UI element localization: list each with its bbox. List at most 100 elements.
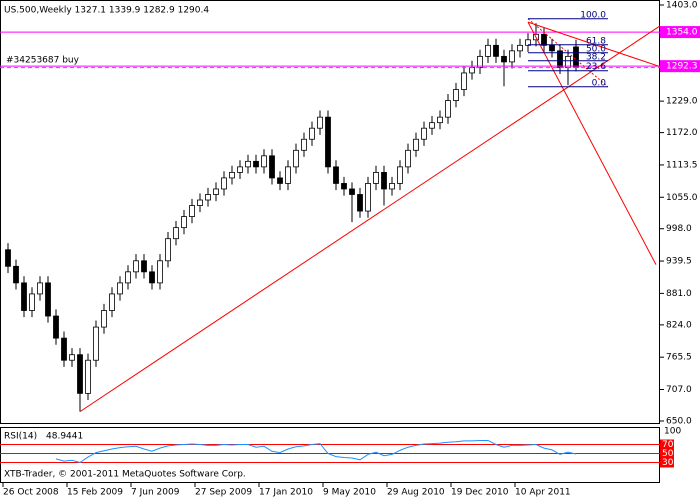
candle-body [5, 249, 11, 267]
candle-body [125, 271, 131, 284]
candle-body [101, 310, 107, 328]
candle-body [461, 72, 467, 90]
x-tick-label: 9 May 2010 [323, 488, 376, 498]
rsi-line [55, 439, 577, 464]
candle-body [509, 50, 515, 63]
price-label-box [660, 26, 700, 39]
rsi-level-label: 30 [662, 458, 674, 468]
x-tick-label: 29 Aug 2010 [387, 488, 445, 498]
x-tick-label: 27 Sep 2009 [195, 488, 252, 498]
y-tick-label: 1113.5 [666, 160, 698, 170]
candle-body [173, 227, 179, 240]
candle-body [301, 138, 307, 151]
y-tick-label: 1229.0 [666, 97, 698, 107]
y-tick-label: 1403.0 [666, 1, 698, 11]
x-tick-label: 7 Jun 2009 [131, 488, 180, 498]
rsi-level-box [660, 448, 674, 459]
x-tick-label: 10 Apr 2011 [515, 488, 571, 498]
y-tick-label: 650.0 [666, 417, 692, 427]
y-tick-label: 824.0 [666, 320, 692, 330]
candle-body [373, 171, 379, 184]
candle-body [525, 39, 531, 46]
candle-body [541, 33, 547, 46]
rsi-level-box [660, 457, 674, 468]
x-tick-label: 19 Dec 2010 [451, 488, 509, 498]
main-plot: 100.0 61.850.038.223.6 0.0 [0, 10, 660, 413]
candle-body [29, 293, 35, 311]
rsi-title: RSI(14) [4, 432, 37, 442]
y-tick-label: 707.0 [666, 385, 692, 395]
y-tick-label: 998.0 [666, 224, 692, 234]
rsi-level-label: 70 [662, 440, 674, 450]
candle-body [13, 265, 19, 284]
trend-line [79, 25, 660, 413]
rsi-frame [0, 427, 660, 483]
candle-body [149, 271, 155, 284]
candle-body [197, 199, 203, 206]
candle-body [517, 44, 523, 52]
candle-body [285, 166, 291, 184]
y-tick-label: 765.5 [666, 353, 692, 363]
candle-body [381, 171, 387, 190]
fibo-label: 23.6 [586, 62, 606, 72]
order-label: #34253687 buy [6, 56, 80, 66]
price-label-box [660, 60, 700, 73]
candle-body [333, 166, 339, 184]
fibo-label: 0.0 [592, 78, 607, 88]
candle-body [309, 127, 315, 140]
price-label: 1292.3 [666, 62, 698, 72]
candle-body [133, 260, 139, 273]
candle-body [349, 188, 355, 195]
main-frame [0, 0, 660, 424]
candle-body [109, 293, 115, 311]
candle-body [229, 171, 235, 179]
candle-body [277, 177, 283, 184]
candle-body [245, 160, 251, 168]
x-tick-label: 17 Jan 2010 [259, 488, 313, 498]
candle-body [293, 149, 299, 168]
candle-body [453, 89, 459, 101]
candle-body [477, 55, 483, 68]
rsi-level-label: 50 [662, 449, 674, 459]
candle-body [213, 188, 219, 195]
candle-body [357, 194, 363, 212]
chart-title: US.500,Weekly 1327.1 1339.9 1282.9 1290.… [4, 6, 209, 16]
candle-body [493, 44, 499, 57]
candle-body [189, 205, 195, 217]
candle-body [221, 177, 227, 190]
x-tick-label: 26 Oct 2008 [3, 488, 59, 498]
candle-body [405, 149, 411, 168]
y-tick-label: 1172.0 [666, 128, 698, 138]
fibo-label: 100.0 [580, 10, 606, 20]
fibo-label: 38.2 [586, 52, 606, 62]
rsi-tick-label: 100 [664, 427, 681, 437]
candle-body [469, 67, 475, 74]
y-tick-label: 1055.0 [666, 193, 698, 203]
candle-body [573, 46, 579, 68]
candle-body [397, 166, 403, 184]
candle-body [389, 183, 395, 190]
y-tick-label: 939.5 [666, 257, 692, 267]
trend-line [527, 21, 657, 265]
candle-body [325, 116, 331, 168]
x-tick-label: 15 Feb 2009 [67, 488, 123, 498]
candle-body [341, 183, 347, 190]
candle-body [21, 282, 27, 311]
candle-body [93, 326, 99, 361]
candle-body [261, 155, 267, 168]
candle-body [77, 354, 83, 394]
candle-body [69, 354, 75, 361]
candle-body [117, 282, 123, 295]
footer: XTB-Trader, © 2001-2011 MetaQuotes Softw… [4, 470, 246, 480]
candle-body [237, 166, 243, 173]
candle-body [205, 194, 211, 201]
candle-body [365, 183, 371, 212]
candle-body [317, 116, 323, 129]
candle-body [269, 155, 275, 179]
candle-body [445, 100, 451, 118]
y-tick-label: 881.0 [666, 289, 692, 299]
rsi-level-box [660, 439, 674, 450]
